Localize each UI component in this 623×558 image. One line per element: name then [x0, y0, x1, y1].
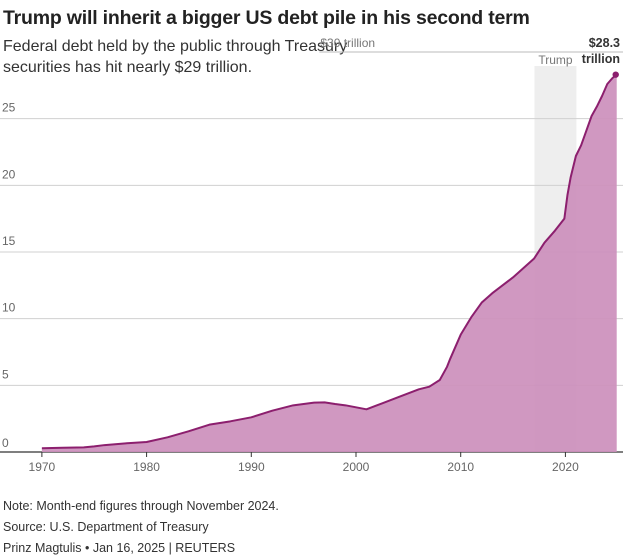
chart-credit: Prinz Magtulis • Jan 16, 2025 | REUTERS	[3, 541, 236, 555]
y-tick-label-5: 5	[2, 367, 9, 381]
debt-series-line	[41, 73, 618, 450]
x-tick-label-2020: 2020	[552, 460, 579, 474]
debt-area-fill	[41, 74, 617, 453]
end-value-label: $28.3	[589, 36, 620, 50]
x-tick-label-1990: 1990	[238, 460, 265, 474]
trump-term-label: Trump	[538, 53, 573, 67]
chart-title: Trump will inherit a bigger US debt pile…	[3, 7, 530, 29]
chart-source: Source: U.S. Department of Treasury	[3, 520, 209, 534]
x-tick-label-2000: 2000	[343, 460, 370, 474]
y-tick-label-15: 15	[2, 234, 16, 248]
chart-subtitle: Federal debt held by the public through …	[3, 38, 348, 76]
chart-note: Note: Month-end figures through November…	[3, 499, 279, 513]
area-layer	[41, 71, 619, 453]
x-tick-label-2010: 2010	[447, 460, 474, 474]
x-tick-label-1980: 1980	[133, 460, 160, 474]
y-tick-label-10: 10	[2, 301, 16, 315]
labels-layer: 0 5 10 15 20 25 $30 trillion 1970 1980 1990 2000 20…	[2, 36, 620, 474]
y-tick-label-25: 25	[2, 101, 16, 115]
thirty-trillion-label: $30 trillion	[320, 36, 375, 50]
y-tick-label-0: 0	[2, 436, 9, 450]
x-tick-label-1970: 1970	[29, 460, 56, 474]
end-unit-label: trillion	[582, 52, 620, 66]
y-tick-label-20: 20	[2, 167, 16, 181]
endpoint-marker	[612, 71, 619, 78]
